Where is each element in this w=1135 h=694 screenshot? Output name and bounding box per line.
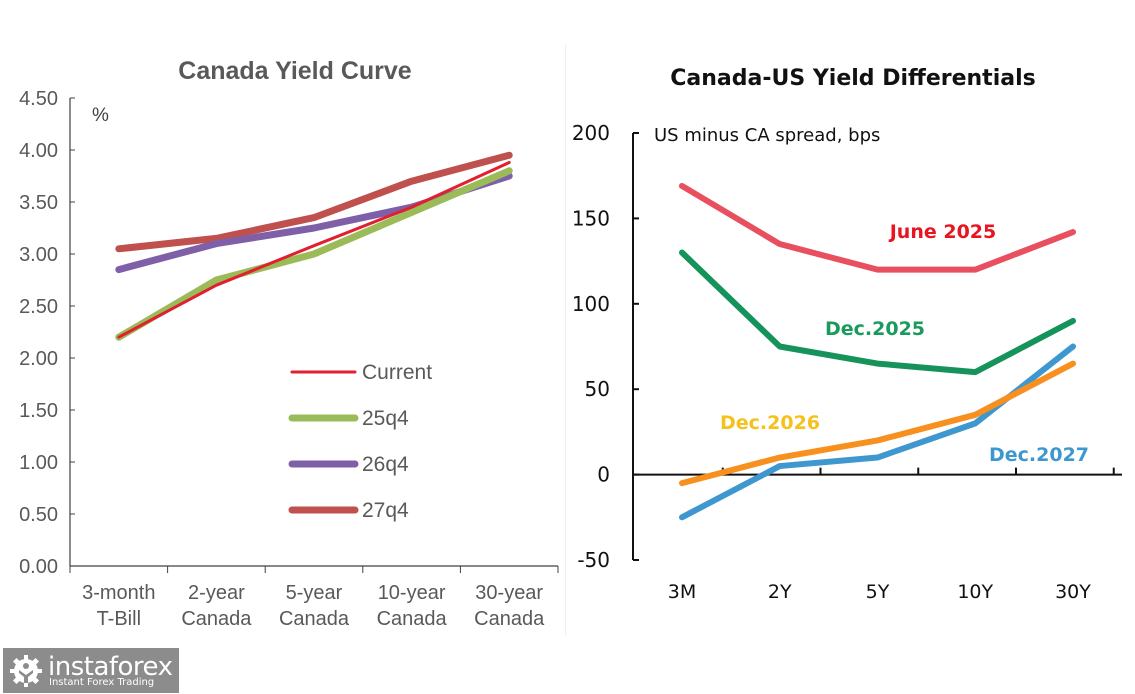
right-x-tick-label: 2Y (768, 581, 792, 603)
line-series-dec-2025 (679, 249, 1076, 376)
right-series-lines (679, 182, 1076, 521)
left-chart-title: Canada Yield Curve (178, 57, 412, 85)
left-y-tick-label: 0.50 (19, 504, 58, 526)
instaforex-watermark: instaforex Instant Forex Trading (3, 648, 179, 693)
line-series-25q4 (115, 167, 513, 341)
left-y-tick-labels: 0.00 0.50 1.00 1.50 2.00 2.50 3.00 3.50 4.00 4.50 (19, 88, 58, 578)
right-y-tick-label: -50 (577, 548, 610, 572)
left-x-tick-label: T-Bill (97, 608, 141, 630)
series-label-dec-2026: Dec.2026 (720, 412, 820, 434)
left-y-tick-label: 3.00 (19, 244, 58, 266)
left-x-tick-label: 10-year (378, 582, 446, 604)
right-x-tick-label: 5Y (866, 581, 890, 603)
right-y-tick-label: 150 (572, 206, 610, 230)
right-chart-title: Canada-US Yield Differentials (670, 66, 1035, 91)
legend-label-26q4: 26q4 (362, 453, 409, 476)
watermark-brand: instaforex (48, 651, 173, 682)
right-x-tick-label: 30Y (1055, 581, 1091, 603)
right-series-labels: June 2025 Dec.2025 Dec.2026 Dec.2027 (720, 221, 1089, 466)
line-series-27q4 (115, 151, 513, 253)
left-x-tick-label: 30-year (475, 582, 543, 604)
right-y-tick-label: 200 (572, 121, 610, 145)
right-y-tick-label: 100 (572, 292, 610, 316)
left-x-tick-label: Canada (181, 608, 252, 630)
left-x-tick-labels: 3-month T-Bill 2-year Canada 5-year Canada 10-… (82, 582, 545, 630)
right-x-tick-label: 10Y (957, 581, 993, 603)
left-y-tick-label: 4.00 (19, 140, 58, 162)
right-y-tick-label: 0 (597, 463, 610, 487)
left-legend: Current 25q4 26q4 27q4 (288, 361, 432, 522)
right-x-tick-label: 3M (668, 581, 696, 603)
line-series-june-2025 (679, 182, 1076, 273)
left-y-tick-label: 0.00 (19, 556, 58, 578)
left-x-tick-label: Canada (474, 608, 545, 630)
left-x-tick-label: 5-year (286, 582, 343, 604)
left-x-tick-label: Canada (279, 608, 350, 630)
left-y-tick-label: 1.00 (19, 452, 58, 474)
left-series-lines (115, 151, 513, 341)
right-y-unit-label: US minus CA spread, bps (654, 125, 880, 146)
watermark-tagline: Instant Forex Trading (49, 677, 155, 688)
left-y-tick-label: 2.00 (19, 348, 58, 370)
canada-yield-curve-chart: Canada Yield Curve % 0.00 0.50 1.00 1.50 2.0… (19, 57, 559, 630)
right-y-tick-labels: -50 0 50 100 150 200 (572, 121, 610, 572)
line-series-current (117, 160, 511, 339)
right-y-tick-label: 50 (585, 377, 610, 401)
left-y-tick-label: 2.50 (19, 296, 58, 318)
series-label-dec-2027: Dec.2027 (989, 444, 1089, 466)
left-axes (69, 97, 559, 573)
yield-differentials-chart: Canada-US Yield Differentials US minus C… (572, 66, 1122, 603)
series-label-june-2025: June 2025 (888, 221, 997, 243)
left-y-unit-label: % (92, 105, 109, 126)
left-y-tick-label: 1.50 (19, 400, 58, 422)
left-x-tick-label: 3-month (82, 582, 155, 604)
gear-person-icon (8, 653, 44, 689)
legend-label-25q4: 25q4 (362, 407, 409, 430)
legend-label-current: Current (362, 361, 432, 384)
legend-label-27q4: 27q4 (362, 499, 409, 522)
left-x-tick-label: Canada (377, 608, 448, 630)
left-y-tick-label: 4.50 (19, 88, 58, 110)
left-y-tick-label: 3.50 (19, 192, 58, 214)
chart-divider (565, 45, 566, 635)
right-x-tick-labels: 3M 2Y 5Y 10Y 30Y (668, 581, 1092, 603)
line-series-dec-2026 (679, 360, 1076, 487)
series-label-dec-2025: Dec.2025 (825, 318, 925, 340)
left-x-tick-label: 2-year (188, 582, 245, 604)
